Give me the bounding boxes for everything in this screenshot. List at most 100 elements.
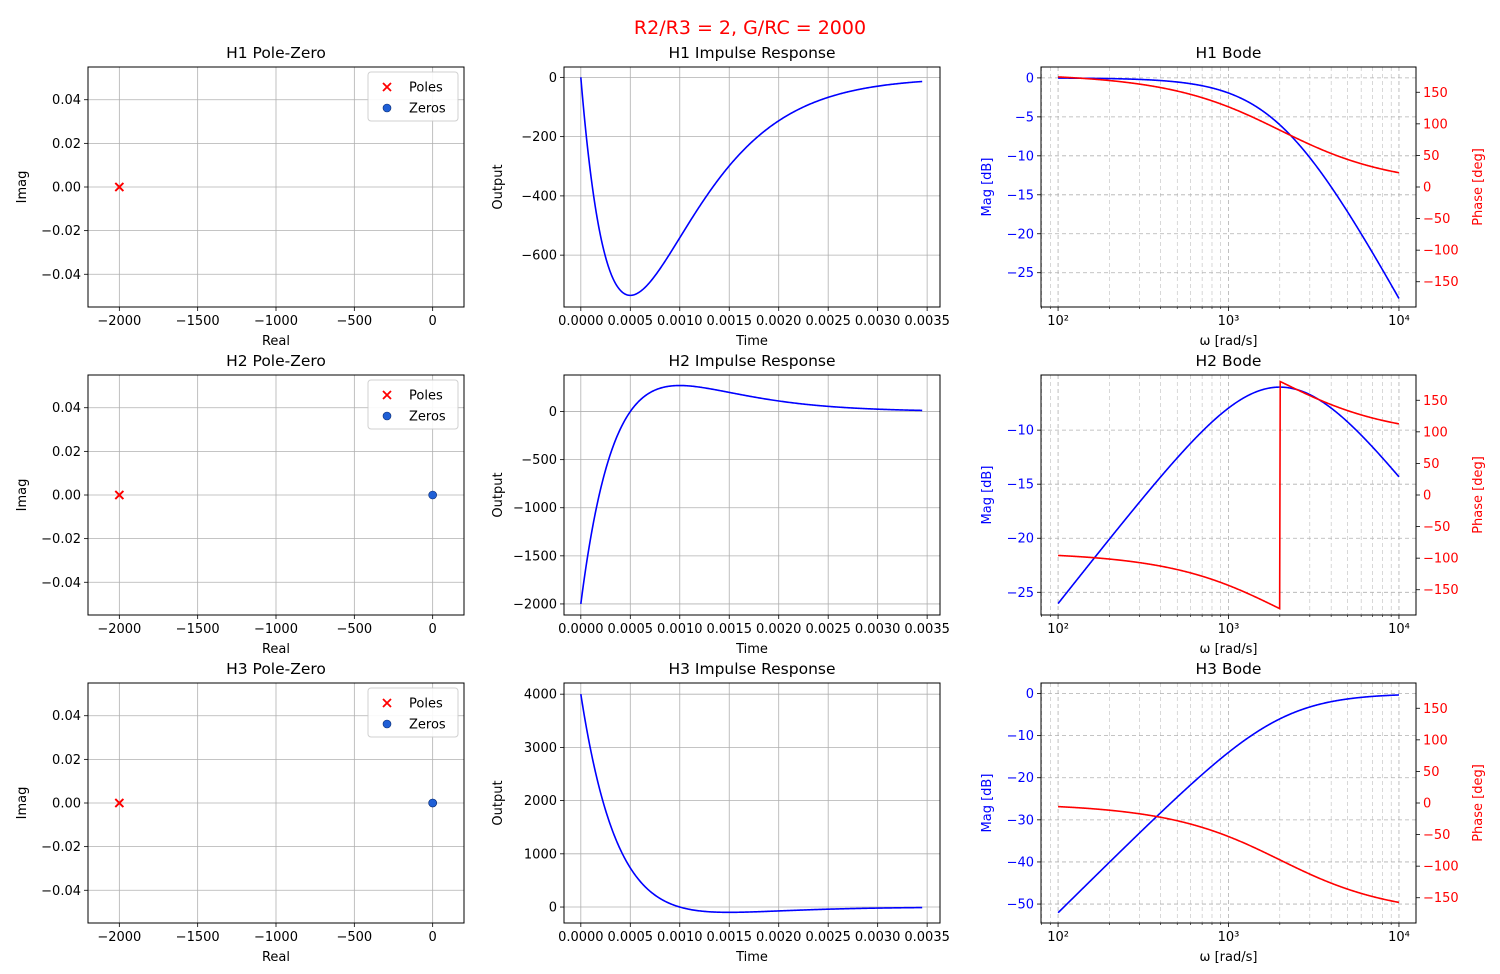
h1-imp-title: H1 Impulse Response — [668, 44, 835, 62]
h3-bode-y2tick-label: 0 — [1423, 797, 1431, 812]
h1-imp-ytick-label: 0 — [549, 71, 557, 86]
h1-imp-xtick-label: 0.0025 — [805, 314, 851, 329]
h3-imp-xtick-label: 0.0030 — [855, 930, 901, 945]
h3-bode-y2tick-label: 50 — [1423, 765, 1440, 780]
h1-pz-xlabel: Real — [262, 334, 290, 349]
h3-imp-series-line — [580, 694, 923, 914]
h2-imp-series-line — [580, 384, 923, 605]
h1-pz-ylabel: Imag — [15, 171, 30, 204]
h2-pz-legend-pole-marker — [382, 390, 392, 400]
h1-imp-ytick-label: −200 — [521, 130, 557, 145]
h1-pz-ytick-label: 0.00 — [52, 181, 81, 196]
h3-bode-axes-frame — [1040, 682, 1417, 924]
h3-bode-xtick-label: 10³ — [1218, 930, 1240, 945]
h1-bode-xtick-label: 10² — [1047, 314, 1069, 329]
h1-pz-pole-marker — [114, 182, 124, 192]
h1-bode-title: H1 Bode — [1196, 44, 1262, 62]
h1-bode-xtick-label: 10³ — [1218, 314, 1240, 329]
h2-pz-data — [114, 490, 437, 500]
h3-imp-xtick-label: 0.0020 — [756, 930, 802, 945]
h2-pz-ytick-label: −0.02 — [41, 532, 81, 547]
h3-pz-ytick-label: 0.02 — [52, 753, 81, 768]
h1-bode-y2tick-label: 0 — [1423, 181, 1431, 196]
h2-pz-ytick-label: 0.02 — [52, 445, 81, 460]
h3-bode-ytick-label: −40 — [1007, 855, 1034, 870]
h3-pz-legend-pole-marker — [382, 698, 392, 708]
h3-pz-legend-poles: Poles — [409, 697, 443, 712]
h1-bode-ytick-label: −5 — [1015, 110, 1034, 125]
h2-imp-xtick-label: 0.0035 — [904, 622, 950, 637]
h1-imp-series-line — [580, 77, 923, 297]
h2-imp-ytick-label: −500 — [521, 453, 557, 468]
h2-imp-data — [580, 384, 923, 605]
h1-imp-data — [580, 77, 923, 297]
h1-pz-ytick-label: 0.02 — [52, 137, 81, 152]
h2-pz-ytick-label: 0.00 — [52, 489, 81, 504]
h2-pz-ytick-label: 0.04 — [52, 401, 81, 416]
h1-pz-axes-frame — [87, 66, 465, 308]
h3-bode-ytick-label: −30 — [1007, 813, 1034, 828]
h2-pz-zero-marker — [428, 490, 437, 500]
h1-imp-ylabel: Output — [491, 164, 506, 209]
h1-pz-xtick-label: −1000 — [254, 314, 298, 329]
h3-pz-legend-zeros: Zeros — [409, 718, 446, 733]
h3-pz-title: H3 Pole-Zero — [226, 660, 326, 678]
h2-imp-xtick-label: 0.0000 — [558, 622, 604, 637]
h1-pz-legend-pole-marker — [382, 82, 392, 92]
h3-bode-y2label: Phase [deg] — [1471, 764, 1486, 842]
h3-pz-chart: −2000 −1500 −1000 −500 0 −0.04 −0.02 0.00 0.02 0.… — [15, 660, 465, 965]
h3-bode-xtick-label: 10² — [1047, 930, 1069, 945]
h3-bode-chart: 10² 10³ 10⁴−50−40−30−20−100−150−100−500501… — [980, 660, 1486, 965]
h3-imp-title: H3 Impulse Response — [668, 660, 835, 678]
h3-bode-ytick-label: 0 — [1026, 687, 1034, 702]
h3-pz-ytick-label: 0.00 — [52, 797, 81, 812]
h1-pz-xtick-label: 0 — [429, 314, 437, 329]
h2-imp-xtick-label: 0.0005 — [608, 622, 654, 637]
h1-pz-legend: Poles Zeros — [367, 71, 459, 122]
h1-imp-xtick-label: 0.0010 — [657, 314, 703, 329]
h1-imp-xtick-label: 0.0005 — [608, 314, 654, 329]
h2-bode-axes-frame — [1040, 374, 1417, 616]
h2-imp-chart: 0.0000 0.0005 0.0010 0.0015 0.0020 0.0025 0.00… — [491, 352, 950, 657]
h1-imp-xtick-label: 0.0030 — [855, 314, 901, 329]
h1-bode-ytick-label: 0 — [1026, 71, 1034, 86]
h3-bode-y2tick-label: 150 — [1423, 702, 1448, 717]
h2-imp-ytick-label: −2000 — [513, 597, 557, 612]
h1-pz-chart: −2000 −1500 −1000 −500 0 −0.04 −0.02 0.00 0.02 0.… — [15, 44, 465, 349]
h2-bode-y2tick-label: 50 — [1423, 457, 1440, 472]
h3-bode-y2tick-label: −100 — [1423, 860, 1459, 875]
h2-pz-xtick-label: −1000 — [254, 622, 298, 637]
h2-bode-title: H2 Bode — [1196, 352, 1262, 370]
h1-bode-phase-line — [1058, 76, 1400, 174]
h3-imp-xtick-label: 0.0025 — [805, 930, 851, 945]
h2-bode-magnitude-line — [1057, 386, 1400, 605]
h3-imp-xtick-label: 0.0000 — [558, 930, 604, 945]
h1-bode-y2label: Phase [deg] — [1471, 148, 1486, 226]
h1-pz-xtick-label: −2000 — [97, 314, 141, 329]
h3-bode-data — [1057, 694, 1400, 914]
h3-pz-ytick-label: −0.02 — [41, 840, 81, 855]
h1-bode-data — [1058, 76, 1400, 299]
h1-bode-chart: 10² 10³ 10⁴−25−20−15−10−50−150−100−5005010… — [980, 44, 1486, 349]
h3-imp-xtick-label: 0.0010 — [657, 930, 703, 945]
h2-bode-y2label: Phase [deg] — [1471, 456, 1486, 534]
h2-pz-legend-zeros: Zeros — [409, 410, 446, 425]
h1-pz-legend-poles: Poles — [409, 81, 443, 96]
h3-pz-xtick-label: −1500 — [176, 930, 220, 945]
h1-pz-legend-zeros: Zeros — [409, 102, 446, 117]
h3-pz-xtick-label: 0 — [429, 930, 437, 945]
h2-imp-axes-frame — [563, 374, 941, 616]
h1-bode-ytick-label: −10 — [1007, 149, 1034, 164]
h2-bode-ytick-label: −25 — [1007, 586, 1034, 601]
h1-pz-xtick-label: −1500 — [176, 314, 220, 329]
h3-pz-xtick-label: −1000 — [254, 930, 298, 945]
h3-imp-ytick-label: 0 — [549, 901, 557, 916]
h1-imp-xtick-label: 0.0015 — [706, 314, 752, 329]
h2-bode-y2tick-label: −50 — [1423, 520, 1450, 535]
h2-imp-ytick-label: −1500 — [513, 549, 557, 564]
h3-pz-legend-zero-marker — [382, 719, 392, 729]
h1-imp-xtick-label: 0.0035 — [904, 314, 950, 329]
h2-imp-xtick-label: 0.0030 — [855, 622, 901, 637]
h3-pz-legend: Poles Zeros — [367, 687, 459, 738]
